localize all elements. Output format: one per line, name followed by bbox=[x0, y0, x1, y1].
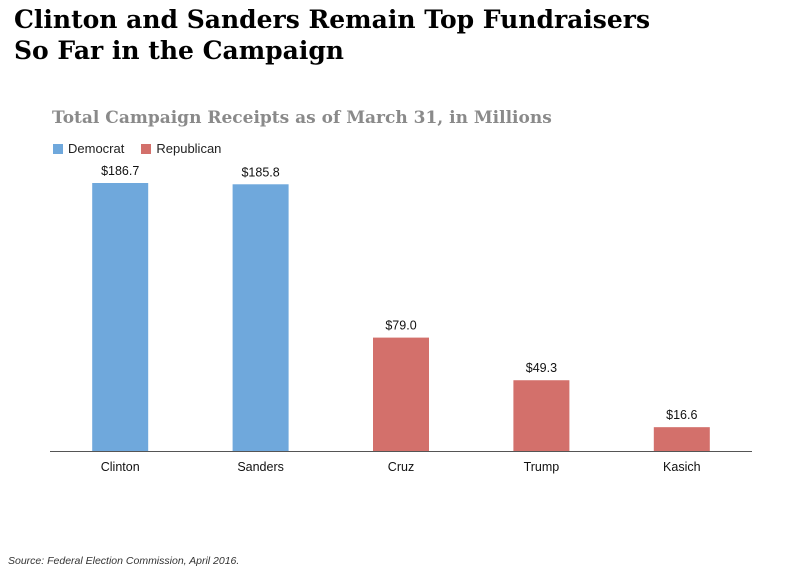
value-label-kasich: $16.6 bbox=[666, 408, 697, 422]
value-label-trump: $49.3 bbox=[526, 361, 557, 375]
value-label-clinton: $186.7 bbox=[101, 164, 139, 178]
tick-label-cruz: Cruz bbox=[388, 460, 414, 474]
legend-swatch-democrat bbox=[53, 143, 63, 154]
headline-line-2: So Far in the Campaign bbox=[14, 36, 344, 65]
headline-line-1: Clinton and Sanders Remain Top Fundraise… bbox=[14, 5, 651, 34]
bar-trump bbox=[513, 380, 570, 451]
source-note: Source: Federal Election Commission, Apr… bbox=[8, 555, 240, 567]
chart-title: Total Campaign Receipts as of March 31, … bbox=[52, 108, 552, 128]
bar-kasich bbox=[653, 427, 710, 451]
legend-label-republican: Republican bbox=[156, 141, 222, 156]
headline: Clinton and Sanders Remain Top Fundraise… bbox=[14, 4, 774, 66]
legend-item-republican: Republican bbox=[141, 141, 221, 156]
legend-item-democrat: Democrat bbox=[53, 141, 124, 156]
tick-label-trump: Trump bbox=[524, 460, 560, 474]
legend-swatch-republican bbox=[141, 143, 152, 154]
tick-label-sanders: Sanders bbox=[237, 460, 284, 474]
bar-clinton bbox=[92, 183, 149, 451]
tick-label-clinton: Clinton bbox=[101, 460, 140, 474]
tick-label-kasich: Kasich bbox=[663, 460, 701, 474]
chart-legend: Democrat Republican bbox=[53, 141, 238, 156]
bar-cruz bbox=[373, 337, 429, 451]
bar-sanders bbox=[232, 184, 289, 451]
value-label-cruz: $79.0 bbox=[385, 319, 416, 333]
value-label-sanders: $185.8 bbox=[241, 165, 279, 179]
legend-label-democrat: Democrat bbox=[68, 141, 125, 156]
